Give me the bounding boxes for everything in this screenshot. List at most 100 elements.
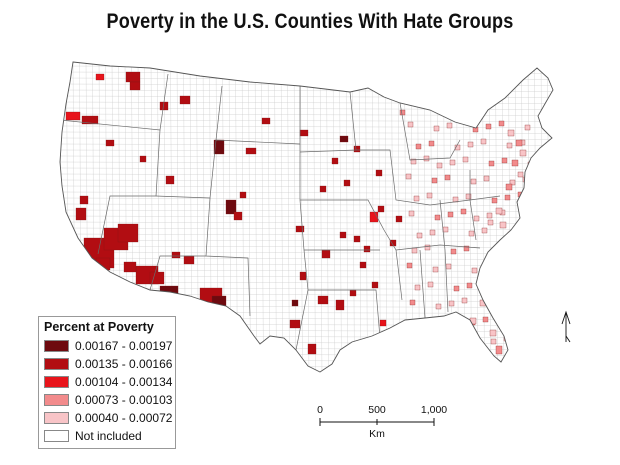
county-fill (443, 315, 450, 322)
county-fill (442, 226, 449, 233)
county-fill (343, 179, 351, 187)
county-fill (505, 183, 513, 191)
county-fill (450, 248, 457, 255)
county-fill (425, 333, 432, 340)
county-fill (504, 194, 511, 201)
map-title: Poverty in the U.S. Counties With Hate G… (106, 10, 514, 33)
county-fill (95, 257, 111, 271)
county-fill (412, 336, 419, 343)
county-fill (484, 264, 491, 271)
legend-item: 0.00104 - 0.00134 (44, 375, 172, 389)
county-fill (295, 225, 305, 233)
county-fill (299, 271, 307, 281)
county-fill (317, 295, 329, 305)
county-fill (523, 265, 530, 272)
county-fill (416, 232, 423, 239)
county-fill (399, 109, 406, 116)
county-fill (299, 129, 309, 137)
county-fill (395, 215, 403, 223)
county-fill (435, 303, 442, 310)
county-fill (415, 143, 422, 150)
county-fill (520, 228, 527, 235)
scale-tick-500: 500 (368, 404, 386, 416)
county-fill (375, 169, 383, 177)
county-fill (321, 249, 331, 259)
county-fill (495, 345, 503, 355)
legend: Percent at Poverty 0.00167 - 0.00197 0.0… (38, 316, 176, 449)
county-fill (447, 211, 454, 218)
county-fill (429, 329, 437, 337)
county-fill (408, 210, 415, 217)
county-fill (491, 197, 498, 204)
county-fill (359, 261, 367, 269)
county-fill (125, 71, 141, 83)
county-fill (335, 299, 345, 311)
county-fill (179, 95, 191, 105)
legend-swatch (44, 430, 69, 442)
county-fill (501, 157, 508, 164)
county-fill (353, 235, 361, 243)
county-fill (171, 251, 181, 259)
scale-tick-0: 0 (317, 404, 323, 416)
county-fill (495, 207, 503, 215)
county-fill (519, 149, 527, 157)
county-fill (414, 284, 421, 291)
county-fill (500, 298, 507, 305)
county-fill (488, 160, 495, 167)
county-fill (524, 124, 531, 131)
county-fill (462, 156, 469, 163)
county-fill (417, 321, 424, 328)
county-fill (505, 283, 512, 290)
county-fill (499, 221, 507, 229)
county-fill (434, 214, 441, 221)
scale-tick-1000: 1,000 (420, 404, 448, 416)
county-fill (482, 316, 489, 323)
county-fill (81, 115, 99, 125)
county-fill (389, 239, 397, 247)
county-fill (489, 249, 496, 256)
legend-swatch (44, 376, 69, 388)
legend-item: 0.00135 - 0.00166 (44, 357, 172, 371)
county-fill (405, 173, 412, 180)
county-fill (428, 140, 435, 147)
county-fill (291, 299, 299, 307)
county-fill (473, 215, 480, 222)
county-fill (528, 250, 535, 257)
county-fill (526, 302, 533, 309)
county-fill (466, 282, 473, 289)
county-fill (525, 213, 532, 220)
county-fill (467, 141, 474, 148)
county-fill (211, 295, 227, 309)
county-fill (149, 271, 165, 285)
county-fill (446, 122, 453, 129)
county-fill (498, 120, 505, 127)
county-fill (480, 138, 487, 145)
county-fill (123, 261, 137, 273)
county-fill (413, 195, 420, 202)
county-fill (429, 229, 436, 236)
county-fill (519, 195, 526, 202)
county-fill (233, 211, 243, 221)
county-fill (522, 176, 529, 183)
county-fill (411, 247, 418, 254)
legend-label: 0.00167 - 0.00197 (75, 339, 173, 353)
county-fill (445, 263, 452, 270)
scale-bar (319, 418, 435, 426)
legend-item: Not included (44, 429, 142, 443)
county-fill (485, 123, 492, 130)
county-fill (225, 199, 237, 215)
county-fill (487, 301, 494, 308)
county-fill (139, 155, 147, 163)
legend-item: 0.00167 - 0.00197 (44, 339, 172, 353)
legend-label: 0.00040 - 0.00072 (75, 411, 173, 425)
county-fill (353, 145, 361, 153)
scale-unit: Km (369, 428, 385, 440)
county-fill (465, 193, 472, 200)
county-fill (165, 175, 175, 185)
county-fill (79, 195, 89, 205)
legend-swatch (44, 412, 69, 424)
legend-swatch (44, 394, 69, 406)
county-fill (261, 117, 271, 125)
county-fill (486, 212, 493, 219)
county-fill (451, 337, 458, 344)
